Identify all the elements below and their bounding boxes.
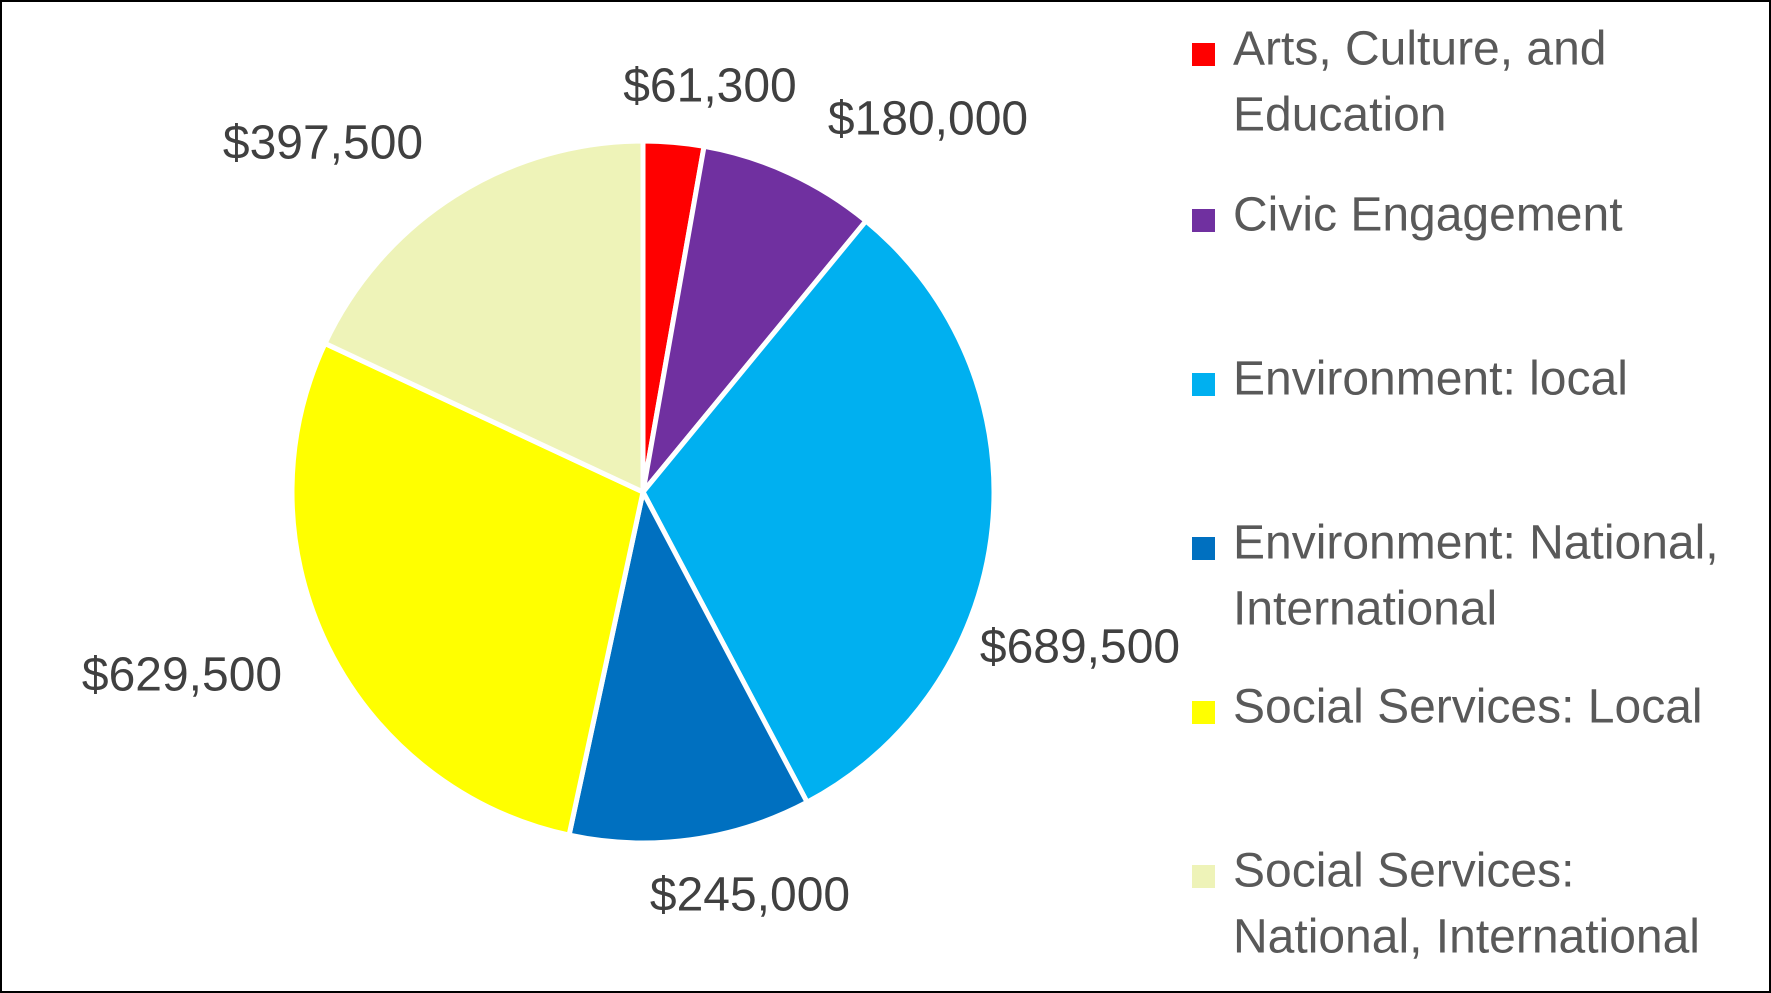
legend-item-environment-national-international: Environment: National, International [1192, 517, 1719, 636]
legend-label: National, International [1233, 911, 1700, 964]
legend-label: Environment: local [1233, 353, 1628, 406]
legend-swatch [1192, 209, 1215, 232]
legend-swatch [1192, 865, 1215, 888]
legend-item-social-services-local: Social Services: Local [1192, 681, 1703, 734]
data-labels: $61,300 $180,000 $689,500 $245,000 $629,500 $… [82, 60, 1180, 922]
pie-slice-social-services-local [289, 340, 646, 838]
legend-item-environment-local: Environment: local [1192, 353, 1628, 406]
data-label-social-services-local: $629,500 [82, 649, 282, 702]
pie-slice-social-services-national-international [322, 138, 646, 495]
legend-label: Civic Engagement [1233, 189, 1623, 242]
data-label-environment-national-international: $245,000 [650, 869, 850, 922]
legend-label: International [1233, 583, 1497, 636]
legend-item-social-services-national-international: Social Services: National, International [1192, 845, 1700, 964]
pie-slices [289, 138, 997, 846]
legend-item-arts-culture-and-education: Arts, Culture, and Education [1192, 23, 1607, 142]
data-label-environment-local: $689,500 [980, 621, 1180, 674]
legend-label: Education [1233, 89, 1447, 142]
pie-slice-environment-national-international [566, 489, 810, 846]
legend-swatch [1192, 373, 1215, 396]
legend: Arts, Culture, and Education Civic Engagem… [1192, 23, 1719, 964]
legend-label: Environment: National, [1233, 517, 1719, 570]
legend-swatch [1192, 43, 1215, 66]
legend-label: Social Services: Local [1233, 681, 1703, 734]
data-label-social-services-national-international: $397,500 [223, 117, 423, 170]
legend-label: Arts, Culture, and [1233, 23, 1607, 76]
data-label-civic-engagement: $180,000 [828, 93, 1028, 146]
legend-label: Social Services: [1233, 845, 1574, 898]
legend-item-civic-engagement: Civic Engagement [1192, 189, 1623, 242]
data-label-arts-culture-and-education: $61,300 [623, 60, 797, 113]
legend-swatch [1192, 537, 1215, 560]
pie-slice-civic-engagement [640, 143, 869, 495]
legend-swatch [1192, 701, 1215, 724]
